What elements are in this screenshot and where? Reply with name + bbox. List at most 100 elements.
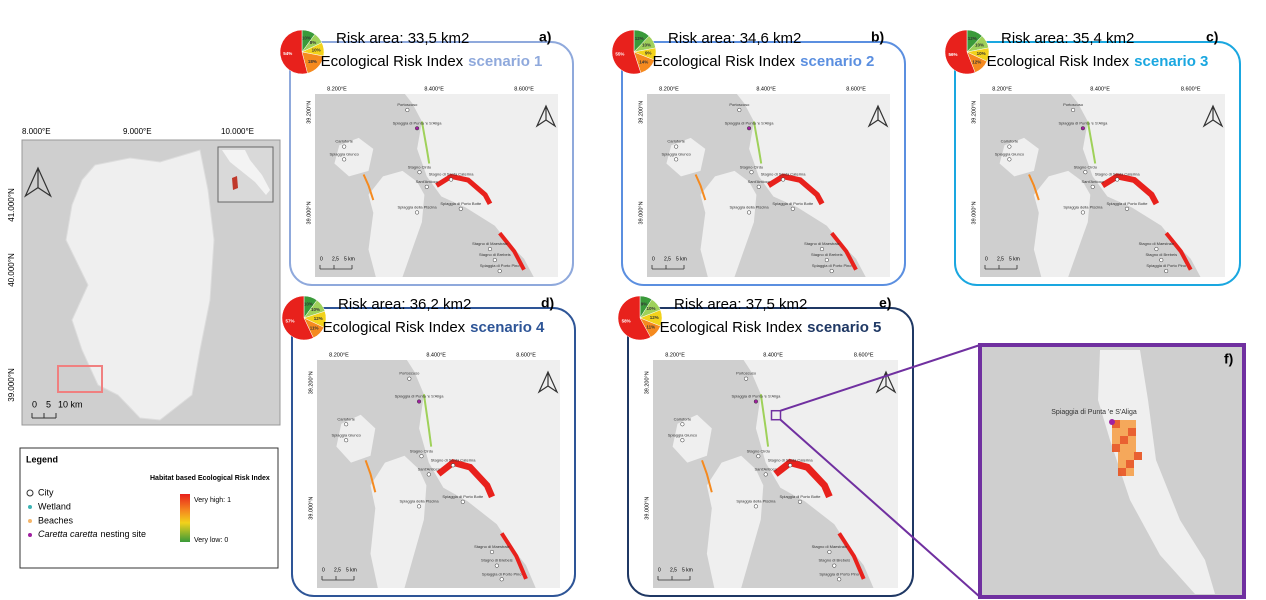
- place-name: Spiaggia Giunco: [668, 432, 698, 437]
- legend-symbol: [28, 519, 32, 523]
- scale-label: 2,5: [334, 567, 341, 573]
- ramp-title: Habitat based Ecological Risk Index: [150, 475, 270, 482]
- scale-label: 5 km: [346, 567, 357, 573]
- place-marker: [1081, 211, 1085, 215]
- place-marker: [674, 158, 678, 162]
- place-marker: [798, 500, 802, 504]
- place-marker: [1081, 126, 1085, 130]
- place-marker: [820, 247, 824, 251]
- title-text: Ecological Risk Index: [653, 53, 796, 70]
- pie-label: 12%: [635, 36, 644, 41]
- place-marker: [825, 258, 829, 262]
- lon-label: 9.000°E: [123, 127, 152, 136]
- place-name: Carloforte: [337, 416, 355, 421]
- place-marker: [418, 170, 422, 174]
- place-marker: [459, 207, 463, 211]
- lon-label: 8.600°E: [514, 86, 534, 92]
- place-name: Spiaggia Giunco: [329, 151, 359, 156]
- place-marker: [791, 207, 795, 211]
- place-marker: [1164, 269, 1168, 273]
- risk-area: Risk area: 33,5 km2: [336, 30, 469, 47]
- pie-label: 55%: [615, 51, 624, 56]
- place-name: Stagno di Maestrale: [474, 544, 510, 549]
- scale-label: 0: [985, 256, 988, 262]
- scenario: scenario 3: [1134, 53, 1208, 70]
- pie-label: 12%: [314, 316, 323, 321]
- zoom-place: Spiaggia di Punta 'e S'Aliga: [1051, 409, 1137, 416]
- place-name: Stagno di Maestrale: [804, 241, 840, 246]
- risk-cell: [1118, 460, 1126, 468]
- place-marker: [754, 400, 758, 404]
- lon-label: 8.400°E: [424, 86, 444, 92]
- pie-label: 11%: [310, 325, 319, 330]
- place-name: Stagno di Brebeis: [479, 252, 511, 257]
- species-name: Caretta caretta: [38, 529, 98, 539]
- legend-item: Caretta carettanesting site: [38, 529, 146, 539]
- scale-label: 2,5: [997, 256, 1004, 262]
- place-name: Stagno di Brebeis: [819, 558, 851, 563]
- place-name: Sant'Antioco: [748, 179, 771, 184]
- lon-label: 8.600°E: [854, 352, 874, 358]
- place-name: Carloforte: [335, 139, 353, 144]
- place-marker: [681, 422, 685, 426]
- place-name: Stagno di Maestrale: [812, 544, 848, 549]
- place-name: Portoscuso: [399, 371, 420, 376]
- scale-label: 2,5: [664, 256, 671, 262]
- place-marker: [495, 564, 499, 568]
- lon-label: 8.400°E: [763, 352, 783, 358]
- risk-cell: [1128, 428, 1136, 436]
- pie-label: 54%: [283, 51, 292, 56]
- scale-label: 0: [658, 567, 661, 573]
- figure: 8.000°E9.000°E10.000°E41.000°N40.000°N39…: [0, 0, 1266, 600]
- place-name: Stagno di Santa Caterina: [429, 172, 474, 177]
- place-name: Stagno di Maestrale: [472, 241, 508, 246]
- place-marker: [344, 422, 348, 426]
- risk-cell: [1112, 436, 1120, 444]
- scale-label: 5 km: [682, 567, 693, 573]
- place-name: Spiaggia di Porto Pino: [482, 571, 522, 576]
- scale-label: 5: [46, 399, 51, 409]
- place-name: Spiaggia di Porto Botte: [442, 494, 484, 499]
- place-marker: [833, 564, 837, 568]
- lon-label: 8.600°E: [846, 86, 866, 92]
- place-marker: [781, 178, 785, 182]
- panel-letter: d): [541, 295, 554, 311]
- lat-label: 41.000°N: [7, 188, 16, 222]
- place-name: Sant'Antioco: [418, 467, 441, 472]
- place-marker: [681, 438, 685, 442]
- pie-label: 12%: [968, 36, 977, 41]
- risk-cell: [1112, 428, 1120, 436]
- legend-item: City: [38, 487, 54, 497]
- legend-symbol: [28, 533, 32, 537]
- legend-symbol: [28, 505, 32, 509]
- place-marker: [1084, 170, 1088, 174]
- pie-label: 8%: [310, 40, 317, 45]
- lat-label: 39.000°N: [308, 497, 314, 520]
- scale-label: 2,5: [670, 567, 677, 573]
- place-name: Sant'Antioco: [1082, 179, 1105, 184]
- place-marker: [449, 178, 453, 182]
- place-name: Stagno di Maestrale: [1139, 241, 1175, 246]
- color-ramp: [180, 494, 190, 542]
- place-name: Stagno Cirdu: [410, 448, 433, 453]
- scale-label: 0: [652, 256, 655, 262]
- place-name: Stagno di Santa Caterina: [1095, 172, 1140, 177]
- pie-label: 57%: [286, 318, 295, 323]
- lat-label: 39.000°N: [971, 201, 977, 224]
- place-marker: [828, 550, 832, 554]
- pie-label: 58%: [622, 319, 631, 324]
- risk-cell: [1128, 444, 1136, 452]
- place-marker: [747, 126, 751, 130]
- place-name: Spiaggia della Piscina: [729, 205, 769, 210]
- scale-label: 0: [32, 399, 37, 409]
- place-marker: [417, 400, 421, 404]
- pie-label: 12%: [972, 60, 981, 65]
- pie-label: 10%: [975, 42, 984, 47]
- lat-label: 39.000°N: [644, 497, 650, 520]
- place-name: Spiaggia di Punta 'e S'Aliga: [725, 120, 775, 125]
- pie-label: 10%: [642, 42, 651, 47]
- place-marker: [415, 211, 419, 215]
- risk-cell: [1118, 452, 1126, 460]
- place-name: Stagno di Santa Caterina: [761, 172, 806, 177]
